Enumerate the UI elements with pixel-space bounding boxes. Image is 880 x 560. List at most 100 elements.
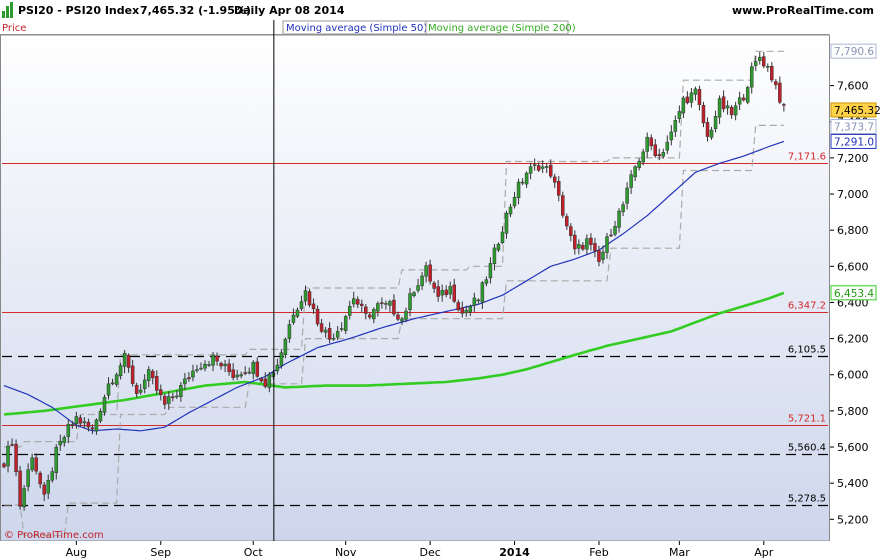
candle-body (468, 306, 473, 313)
y-tick-label: 6,000 (837, 369, 869, 382)
y-tick-label: 5,200 (837, 513, 869, 526)
candle-body (38, 472, 42, 485)
candle-body (303, 290, 308, 302)
header-site[interactable]: www.ProRealTime.com (732, 4, 874, 17)
candle-body (159, 389, 163, 396)
candle-body (536, 165, 541, 171)
candle-body (500, 231, 505, 244)
candle-body (408, 293, 412, 311)
app-logo-icon (2, 2, 13, 18)
candle-body (134, 384, 139, 394)
candle-body (118, 365, 123, 377)
candle-body (259, 378, 264, 382)
candle-body (392, 299, 396, 315)
candle-body (524, 172, 529, 185)
candle-body (384, 303, 388, 305)
candle-body (573, 234, 577, 250)
x-axis: Aug Sep Oct Nov Dec 2014 Feb Mar Apr (66, 541, 774, 559)
candle-body (528, 166, 533, 174)
candle-body (657, 154, 662, 157)
candle-body (335, 331, 340, 338)
candle-body (82, 421, 87, 424)
header-period: Daily Apr 08 2014 (234, 4, 345, 17)
candle-body (544, 166, 549, 168)
header-bar (0, 0, 880, 20)
y-tick-label: 5,600 (837, 441, 869, 454)
candle-body (163, 395, 167, 405)
candle-body (569, 226, 573, 236)
candle-body (448, 286, 452, 295)
value-tag-box (830, 118, 877, 134)
value-tag-label: 7,465.32 (834, 105, 880, 117)
candle-body (86, 421, 91, 428)
candle-body (231, 369, 235, 378)
candle-body (540, 166, 545, 169)
support-resistance-levels (2, 163, 828, 507)
candle-body (508, 206, 513, 215)
level-label: 5,721.1 (788, 414, 826, 425)
candle-body (613, 226, 617, 235)
candle-body (179, 385, 183, 397)
candle-body (428, 264, 432, 282)
candle-body (782, 104, 786, 106)
candle-body (150, 370, 155, 379)
candle-body (122, 352, 127, 367)
ma-series (3, 291, 785, 416)
candle-body (2, 463, 6, 468)
candle-body (561, 195, 565, 216)
x-tick-label: Aug (66, 546, 87, 559)
candle-body (729, 107, 734, 116)
candle-body (203, 363, 207, 369)
candle-body (597, 250, 601, 262)
candle-body (78, 417, 83, 424)
candle-body (307, 291, 312, 306)
x-tick-label: 2014 (499, 546, 530, 559)
candle-body (215, 355, 219, 362)
candle-body (376, 303, 380, 312)
candle-body (472, 297, 477, 306)
value-tag-box (830, 285, 877, 301)
candle-body (589, 237, 593, 245)
level-labels: 7,171.6 6,347.2 6,105.5 5,721.1 5,560.4 5,278… (788, 152, 826, 505)
candle-body (138, 389, 143, 393)
candle-body (247, 371, 251, 374)
candle-body (18, 470, 22, 507)
plot-area[interactable] (0, 34, 830, 542)
legend-ma200[interactable]: Moving average (Simple 200) (428, 23, 576, 34)
candle-body (255, 361, 260, 377)
candle-body (191, 370, 195, 378)
candle-body (432, 282, 436, 289)
candle-body (770, 66, 774, 81)
candle-body (211, 354, 215, 366)
candle-body (106, 383, 111, 396)
candle-body (30, 457, 34, 471)
candle-body (126, 354, 131, 368)
candle-body (504, 212, 509, 234)
candle-body (605, 236, 609, 253)
candle-body (737, 97, 742, 105)
candle-body (557, 181, 561, 196)
legend-price[interactable]: Price (2, 23, 26, 34)
candle-body (577, 244, 581, 249)
candle-body (653, 144, 657, 157)
candle-body (681, 97, 686, 114)
candle-body (733, 105, 738, 116)
candle-body (601, 251, 605, 260)
candle-body (424, 265, 428, 277)
ma-series (3, 140, 785, 432)
candle-body (219, 362, 223, 367)
candle-body (488, 263, 493, 279)
value-tags: 7,790.6 7,465.32 7,373.7 7,291.0 6,453.4 (830, 43, 880, 301)
candle-body (778, 82, 782, 103)
candle-body (14, 443, 18, 472)
candle-body (142, 379, 147, 389)
ma200-line (3, 291, 785, 416)
legend-ma50[interactable]: Moving average (Simple 50) (286, 23, 427, 34)
candle-body (633, 166, 637, 178)
candle-body (661, 152, 666, 157)
candle-body (693, 88, 698, 95)
candle-body (717, 98, 722, 118)
y-tick-label: 7,200 (837, 152, 869, 165)
candle-body (251, 362, 255, 374)
